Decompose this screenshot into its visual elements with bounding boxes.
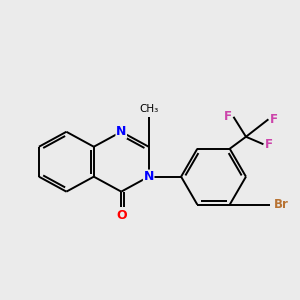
Text: O: O: [116, 209, 127, 222]
Text: F: F: [224, 110, 232, 123]
Text: CH₃: CH₃: [139, 104, 158, 114]
Text: F: F: [270, 113, 278, 126]
Text: N: N: [116, 125, 126, 138]
Text: Br: Br: [273, 198, 288, 211]
Text: N: N: [143, 170, 154, 183]
Text: F: F: [265, 138, 273, 151]
